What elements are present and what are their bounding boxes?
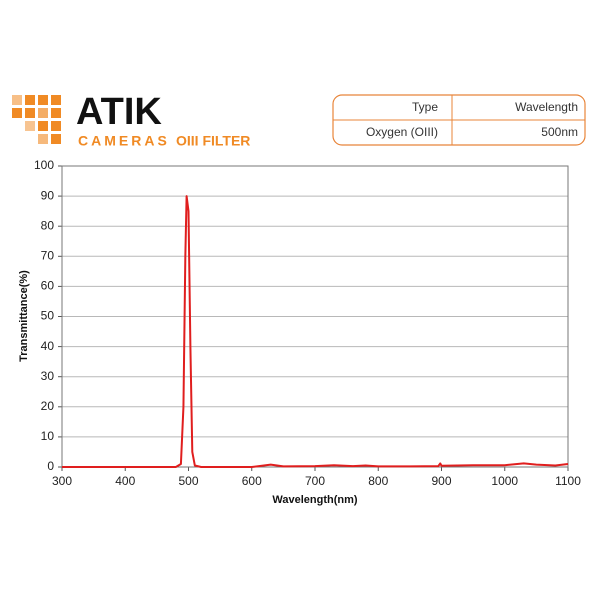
y-tick-label: 80: [41, 218, 55, 232]
logo-square: [12, 95, 22, 105]
y-tick-label: 0: [47, 459, 54, 473]
logo-square: [38, 134, 48, 144]
y-tick-label: 20: [41, 399, 55, 413]
x-tick-label: 1000: [491, 474, 518, 488]
table-cell: 500nm: [541, 125, 578, 139]
y-tick-label: 30: [41, 369, 55, 383]
spec-table: Type Wavelength Oxygen (OIII) 500nm: [332, 94, 586, 146]
logo-square: [25, 95, 35, 105]
x-axis-title: Wavelength(nm): [272, 494, 357, 506]
x-tick-label: 300: [52, 474, 72, 488]
table-cell: Oxygen (OIII): [366, 125, 438, 139]
logo-square: [38, 95, 48, 105]
logo-square: [51, 121, 61, 131]
logo-square: [51, 95, 61, 105]
x-tick-label: 700: [305, 474, 325, 488]
logo-square: [12, 108, 22, 118]
table-cell: Type: [412, 100, 438, 114]
x-tick-label: 1100: [555, 474, 581, 488]
y-tick-label: 40: [41, 339, 55, 353]
logo-square: [38, 121, 48, 131]
subbrand: CAMERAS: [78, 133, 170, 149]
brand: ATIK: [76, 91, 162, 133]
y-tick-label: 70: [41, 248, 55, 262]
x-tick-label: 900: [431, 474, 451, 488]
y-tick-label: 10: [41, 429, 55, 443]
logo-square: [25, 108, 35, 118]
x-tick-label: 800: [368, 474, 388, 488]
x-tick-label: 400: [115, 474, 135, 488]
logo-square: [51, 108, 61, 118]
y-tick-label: 100: [34, 158, 54, 172]
x-tick-label: 500: [178, 474, 198, 488]
plot: 0 10 20 30 40 50 60 70 80 90 100 300 400 500 600 700 800…: [34, 158, 581, 488]
table-cell: Wavelength: [515, 100, 578, 114]
y-tick-label: 60: [41, 279, 55, 293]
data-line: [62, 195, 569, 468]
y-tick-label: 90: [41, 188, 55, 202]
logo-square: [51, 134, 61, 144]
logo-square: [38, 108, 48, 118]
logo: ATIK CAMERAS OIII FILTER: [12, 91, 250, 149]
logo-square: [25, 121, 35, 131]
x-tick-label: 600: [242, 474, 262, 488]
y-axis-title: Transmittance(%): [18, 270, 30, 362]
y-tick-label: 50: [41, 309, 55, 323]
product: OIII FILTER: [176, 133, 250, 149]
